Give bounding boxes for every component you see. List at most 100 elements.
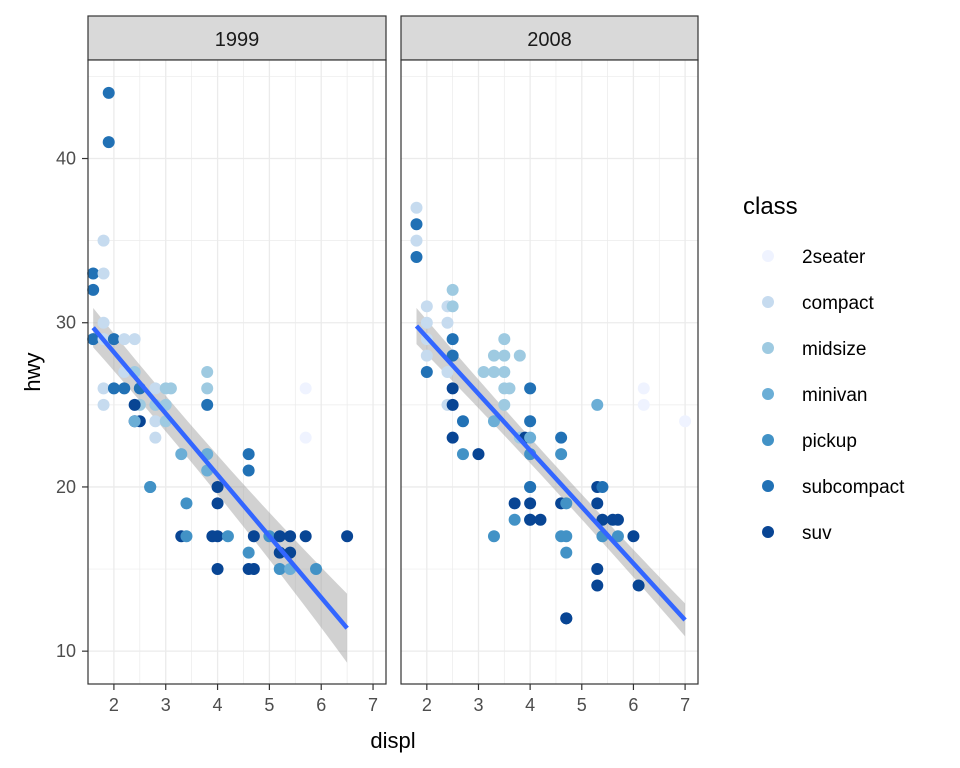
data-point xyxy=(524,497,537,510)
legend-label: compact xyxy=(802,293,875,314)
data-point xyxy=(627,530,640,543)
x-tick-label: 5 xyxy=(264,695,274,715)
data-point xyxy=(498,366,511,378)
x-tick-label: 4 xyxy=(213,695,223,715)
data-point xyxy=(555,448,568,461)
legend-label: suv xyxy=(802,523,832,544)
x-axis-title: displ xyxy=(370,728,415,753)
data-point xyxy=(591,579,604,592)
fit-line-layer-1999 xyxy=(91,326,349,630)
data-point xyxy=(284,530,297,543)
data-point xyxy=(118,382,131,395)
data-point xyxy=(247,530,260,543)
x-tick-label: 6 xyxy=(316,695,326,715)
facet-panel-1999: 1999 2 3 4 5 6 7 xyxy=(87,15,387,715)
data-point xyxy=(211,497,224,510)
data-point xyxy=(420,316,433,329)
data-point xyxy=(456,448,469,461)
data-point xyxy=(410,251,423,264)
data-point xyxy=(611,530,624,543)
data-point xyxy=(201,366,214,378)
y-axis-title: hwy xyxy=(20,352,45,391)
data-point xyxy=(534,513,547,526)
data-point xyxy=(524,431,537,444)
data-point xyxy=(144,480,157,493)
data-point xyxy=(591,398,604,411)
x-tick-label: 5 xyxy=(577,695,587,715)
data-point xyxy=(487,366,500,378)
x-tick-label: 2 xyxy=(422,695,432,715)
legend-key xyxy=(762,250,774,262)
data-point xyxy=(87,283,100,296)
legend-title: class xyxy=(743,193,798,220)
data-point xyxy=(498,398,511,411)
x-tick-label: 2 xyxy=(109,695,119,715)
data-point xyxy=(477,366,490,378)
data-point xyxy=(503,382,516,395)
legend-key xyxy=(762,342,774,354)
data-point xyxy=(97,398,110,411)
data-point xyxy=(591,563,604,576)
data-point xyxy=(524,415,537,428)
data-point xyxy=(242,448,255,461)
data-point xyxy=(87,333,100,346)
legend-label: subcompact xyxy=(802,477,905,498)
data-point xyxy=(299,382,312,395)
data-point xyxy=(310,563,323,576)
facet-strip-label-1999: 1999 xyxy=(215,29,260,51)
facet-strip-2008 xyxy=(400,15,699,61)
fit-line-layer-2008 xyxy=(414,324,687,622)
data-point xyxy=(102,136,115,149)
data-point xyxy=(410,201,423,214)
data-point xyxy=(637,398,650,411)
legend-key xyxy=(762,526,774,538)
facet-panel-2008: 2008 2 3 4 5 6 7 xyxy=(400,15,699,715)
data-point xyxy=(679,415,692,428)
data-point xyxy=(560,530,573,543)
data-point xyxy=(420,349,433,362)
x-tick-label: 6 xyxy=(628,695,638,715)
data-point xyxy=(446,283,459,296)
data-point xyxy=(128,398,141,411)
legend-label: midsize xyxy=(802,339,866,360)
data-point xyxy=(273,530,286,543)
data-point xyxy=(441,366,454,378)
x-tick-label: 7 xyxy=(368,695,378,715)
data-point xyxy=(513,349,526,362)
data-point xyxy=(97,234,110,247)
data-point xyxy=(632,579,645,592)
y-tick-label: 20 xyxy=(56,477,76,497)
legend-items: 2seater compact midsize minivan pickup subcom… xyxy=(762,247,905,544)
data-point xyxy=(102,86,115,99)
data-point xyxy=(201,398,214,411)
data-point xyxy=(611,513,624,526)
data-point xyxy=(591,497,604,510)
data-point xyxy=(637,382,650,395)
data-point xyxy=(508,513,521,526)
data-point xyxy=(487,530,500,543)
data-point xyxy=(446,300,459,313)
data-point xyxy=(446,349,459,362)
x-tick-label: 7 xyxy=(680,695,690,715)
panel-border-2008 xyxy=(400,59,699,685)
legend-key xyxy=(762,296,774,308)
data-point xyxy=(128,415,141,428)
fit-line xyxy=(414,324,687,622)
data-point xyxy=(446,398,459,411)
legend-key xyxy=(762,480,774,492)
data-point xyxy=(446,382,459,395)
data-point xyxy=(97,267,110,280)
data-point xyxy=(211,480,224,493)
y-tick-label: 30 xyxy=(56,313,76,333)
data-point xyxy=(180,497,193,510)
data-point xyxy=(420,366,433,378)
data-point xyxy=(560,546,573,559)
x-ticks-1999: 2 3 4 5 6 7 xyxy=(109,684,378,715)
data-point xyxy=(487,349,500,362)
data-point xyxy=(524,480,537,493)
data-point xyxy=(596,513,609,526)
data-point xyxy=(446,333,459,346)
legend-label: pickup xyxy=(802,431,857,452)
y-tick-label: 10 xyxy=(56,641,76,661)
